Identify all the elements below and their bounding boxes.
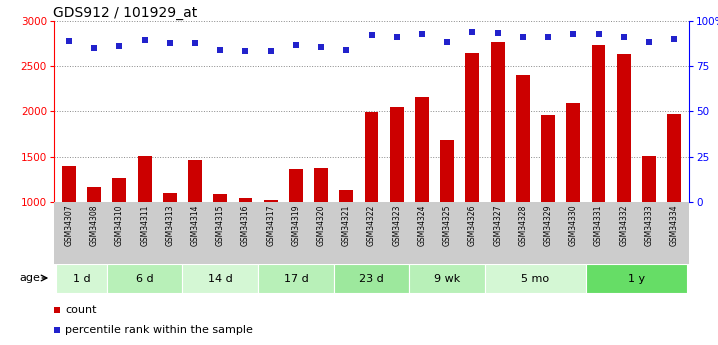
Text: GSM34320: GSM34320 — [317, 204, 326, 246]
Bar — [409, 264, 485, 293]
Point — [618, 34, 630, 40]
Text: 23 d: 23 d — [359, 274, 384, 284]
Text: GSM34325: GSM34325 — [443, 204, 452, 246]
Point — [340, 47, 352, 52]
Text: GSM34321: GSM34321 — [342, 204, 351, 246]
Text: GSM34324: GSM34324 — [417, 204, 426, 246]
Point — [139, 37, 150, 42]
Point — [542, 34, 554, 40]
Text: GSM34319: GSM34319 — [292, 204, 300, 246]
Point — [88, 45, 100, 51]
Point — [668, 36, 680, 42]
Text: GSM34313: GSM34313 — [165, 204, 174, 246]
Text: GSM34317: GSM34317 — [266, 204, 275, 246]
Point — [365, 32, 377, 38]
Point — [492, 31, 503, 36]
Bar — [334, 264, 409, 293]
Bar — [138, 156, 151, 202]
Text: 5 mo: 5 mo — [521, 274, 549, 284]
Text: count: count — [65, 305, 96, 315]
Text: GSM34333: GSM34333 — [645, 204, 653, 246]
Bar — [182, 264, 258, 293]
Text: percentile rank within the sample: percentile rank within the sample — [65, 325, 253, 335]
Bar — [586, 264, 686, 293]
Text: GDS912 / 101929_at: GDS912 / 101929_at — [53, 6, 197, 20]
Bar — [88, 187, 101, 202]
Bar — [258, 264, 334, 293]
Point — [391, 34, 403, 40]
Text: GSM34327: GSM34327 — [493, 204, 502, 246]
Point — [51, 307, 62, 313]
Bar — [617, 54, 630, 202]
Point — [593, 31, 605, 37]
Text: 6 d: 6 d — [136, 274, 154, 284]
Point — [467, 30, 478, 35]
Bar — [465, 53, 480, 202]
Text: GSM34311: GSM34311 — [140, 204, 149, 246]
Text: GSM34310: GSM34310 — [115, 204, 124, 246]
Point — [442, 39, 453, 44]
Bar — [490, 41, 505, 202]
Text: 14 d: 14 d — [208, 274, 233, 284]
Text: 9 wk: 9 wk — [434, 274, 460, 284]
Point — [567, 31, 579, 37]
Bar — [642, 156, 656, 202]
Bar — [390, 107, 404, 202]
Text: age: age — [19, 273, 40, 283]
Point — [265, 49, 276, 54]
Bar — [62, 166, 76, 202]
Text: GSM34326: GSM34326 — [468, 204, 477, 246]
Point — [51, 328, 62, 333]
Point — [164, 41, 176, 46]
Text: GSM34315: GSM34315 — [216, 204, 225, 246]
Text: GSM34307: GSM34307 — [65, 204, 73, 246]
Bar — [485, 264, 586, 293]
Point — [517, 34, 528, 40]
Bar — [516, 75, 530, 202]
Point — [240, 49, 251, 54]
Text: GSM34322: GSM34322 — [367, 204, 376, 246]
Bar — [238, 198, 253, 202]
Point — [190, 41, 201, 46]
Text: 1 d: 1 d — [73, 274, 90, 284]
Point — [113, 43, 125, 49]
Text: 1 y: 1 y — [628, 274, 645, 284]
Text: GSM34334: GSM34334 — [670, 204, 679, 246]
Text: 17 d: 17 d — [284, 274, 308, 284]
Bar — [213, 194, 227, 202]
Bar — [592, 45, 605, 202]
Text: GSM34329: GSM34329 — [544, 204, 553, 246]
Bar — [107, 264, 182, 293]
Point — [63, 38, 75, 43]
Bar — [289, 169, 303, 202]
Bar — [314, 168, 328, 202]
Text: GSM34332: GSM34332 — [619, 204, 628, 246]
Bar — [415, 97, 429, 202]
Bar — [113, 178, 126, 202]
Bar — [440, 140, 454, 202]
Point — [643, 39, 655, 44]
Text: GSM34314: GSM34314 — [190, 204, 200, 246]
Point — [315, 44, 327, 50]
Bar — [340, 190, 353, 202]
Bar — [541, 115, 555, 202]
Point — [416, 31, 428, 37]
Bar — [163, 193, 177, 202]
Text: GSM34316: GSM34316 — [241, 204, 250, 246]
Text: GSM34330: GSM34330 — [569, 204, 578, 246]
Bar — [57, 264, 107, 293]
Text: GSM34323: GSM34323 — [392, 204, 401, 246]
Point — [290, 42, 302, 48]
Text: GSM34331: GSM34331 — [594, 204, 603, 246]
Bar — [567, 103, 580, 202]
Bar — [667, 114, 681, 202]
Bar — [264, 200, 278, 202]
Text: GSM34308: GSM34308 — [90, 204, 98, 246]
Point — [215, 47, 226, 52]
Bar — [365, 112, 378, 202]
Bar — [188, 160, 202, 202]
Text: GSM34328: GSM34328 — [518, 204, 527, 246]
